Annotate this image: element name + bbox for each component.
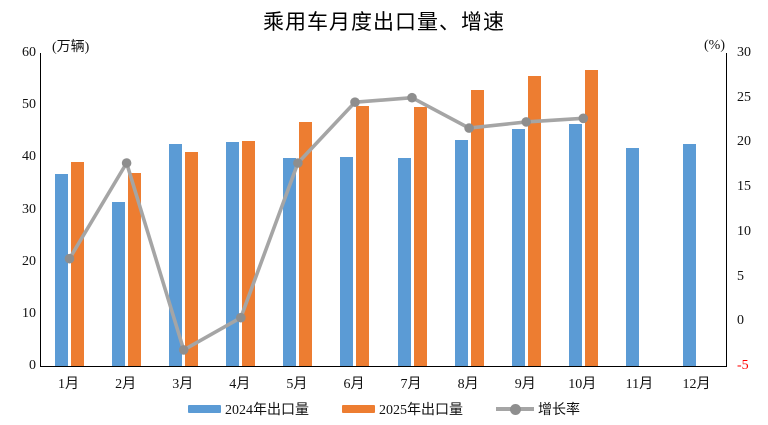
left-axis-tick-label: 50	[22, 97, 36, 113]
bar-2025年出口量-3月	[185, 151, 199, 366]
legend-line-marker-icon	[496, 403, 534, 415]
x-axis-label: 10月	[568, 377, 597, 392]
growth-rate-marker	[578, 113, 589, 124]
bar-2024年出口量-2月	[112, 201, 126, 366]
legend-label: 增长率	[538, 403, 580, 418]
x-axis-label: 1月	[58, 377, 80, 392]
legend-dot-icon	[510, 403, 521, 415]
growth-rate-marker	[464, 123, 474, 133]
growth-rate-marker	[121, 158, 132, 168]
bar-2024年出口量-5月	[283, 158, 297, 366]
bar-2024年出口量-4月	[226, 141, 240, 366]
right-axis-tick-label: 30	[737, 45, 751, 60]
bar-2025年出口量-2月	[128, 172, 142, 366]
growth-rate-line	[64, 92, 589, 355]
bar-2025年出口量-6月	[356, 106, 370, 366]
legend: 2024年出口量 2025年出口量 增长率	[0, 397, 768, 421]
bar-2024年出口量-11月	[625, 148, 639, 366]
left-axis-tick-label: 30	[22, 201, 36, 217]
left-axis-tick-label: 10	[22, 305, 36, 321]
x-axis-label: 5月	[286, 377, 308, 392]
chart-title: 乘用车月度出口量、增速	[263, 10, 505, 34]
right-axis-tick-label: -5	[737, 358, 749, 373]
growth-rate-marker	[521, 117, 531, 127]
bar-2025年出口量-8月	[470, 90, 484, 366]
x-axis-label: 11月	[625, 377, 654, 392]
right-axis-tick-label: 10	[737, 223, 751, 239]
bar-2024年出口量-7月	[397, 158, 411, 366]
legend-swatch-icon	[342, 405, 375, 413]
legend-item-2024年出口量: 2024年出口量	[188, 399, 309, 419]
plot-area	[40, 53, 727, 367]
bar-2024年出口量-9月	[511, 129, 525, 366]
bar-2024年出口量-10月	[568, 124, 582, 366]
left-axis-tick-label: 60	[22, 45, 36, 60]
left-axis-tick-label: 20	[22, 253, 36, 269]
growth-rate-polyline	[67, 95, 584, 352]
bar-2025年出口量-9月	[527, 75, 541, 366]
growth-rate-marker	[64, 253, 75, 264]
left-axis-unit-label: (万辆)	[52, 40, 90, 55]
right-axis-unit-label: (%)	[704, 38, 725, 53]
x-axis-label: 2月	[115, 377, 137, 392]
legend-swatch-icon	[188, 405, 221, 413]
bar-2024年出口量-12月	[682, 143, 696, 366]
legend-item-增长率: 增长率	[496, 399, 580, 419]
x-axis-label: 6月	[343, 377, 365, 392]
x-axis-label: 3月	[172, 377, 194, 392]
right-axis-tick-label: 20	[737, 134, 751, 150]
x-axis-label: 7月	[400, 377, 422, 392]
legend-item-2025年出口量: 2025年出口量	[342, 399, 463, 419]
right-axis-tick-label: 0	[737, 313, 744, 329]
x-axis-label: 12月	[682, 377, 711, 392]
growth-rate-marker	[407, 92, 417, 103]
right-axis-tick-label: 15	[737, 179, 751, 195]
bar-2025年出口量-7月	[413, 107, 427, 366]
growth-rate-marker	[293, 158, 303, 168]
bar-2025年出口量-5月	[299, 122, 313, 366]
x-axis-label: 4月	[229, 377, 251, 392]
right-axis-tick-label: 25	[737, 89, 751, 105]
right-axis-tick-label: 5	[737, 268, 744, 284]
left-axis-tick-label: 40	[22, 149, 36, 165]
legend-label: 2025年出口量	[379, 403, 463, 418]
legend-label: 2024年出口量	[225, 403, 309, 418]
growth-rate-marker	[350, 97, 360, 107]
left-axis-tick-label: 0	[29, 358, 36, 373]
x-axis-label: 9月	[514, 377, 536, 392]
growth-rate-marker	[178, 345, 189, 355]
growth-rate-marker	[236, 312, 246, 323]
x-axis-label: 8月	[457, 377, 479, 392]
bar-2024年出口量-1月	[55, 174, 69, 366]
bar-2025年出口量-1月	[71, 161, 85, 366]
bar-2024年出口量-6月	[340, 156, 354, 366]
bar-2025年出口量-10月	[584, 69, 598, 366]
bar-2024年出口量-8月	[454, 140, 468, 366]
